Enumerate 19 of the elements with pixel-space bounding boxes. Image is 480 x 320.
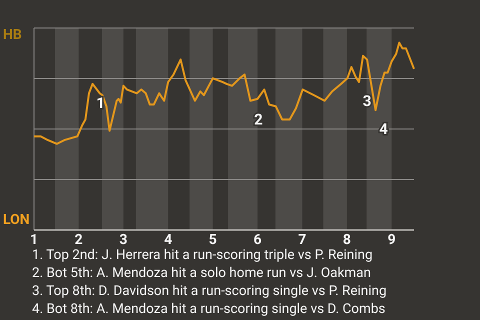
x-tick-label: 9 — [388, 232, 396, 248]
x-tick-label: 2 — [74, 232, 83, 248]
annotation: 3 — [362, 92, 372, 110]
x-tick-label: 8 — [342, 232, 351, 248]
x-tick-label: 7 — [298, 232, 306, 248]
x-tick-label: 1 — [30, 232, 38, 248]
annotation: 1 — [96, 94, 105, 112]
x-tick-label: 6 — [254, 232, 262, 248]
x-tick-label: 3 — [119, 232, 128, 248]
text: 1. Top 2nd: J. Herrera hit a run-scoring triple vs P. Reining — [32, 247, 373, 263]
text: 3. Top 8th: D. Davidson hit a run-scoring single vs P. Reining — [32, 283, 387, 299]
x-tick-label: 4 — [164, 232, 172, 248]
text: LON — [3, 212, 30, 228]
annotation: 4 — [379, 120, 388, 138]
text: 2. Bot 5th: A. Mendoza hit a solo home run vs J. Oakman — [32, 265, 371, 281]
text: HB — [3, 27, 22, 43]
x-tick-label: 5 — [208, 232, 217, 248]
annotation: 2 — [254, 110, 264, 129]
text: 4. Bot 8th: A. Mendoza hit a run-scoring single vs D. Combs — [32, 301, 386, 317]
